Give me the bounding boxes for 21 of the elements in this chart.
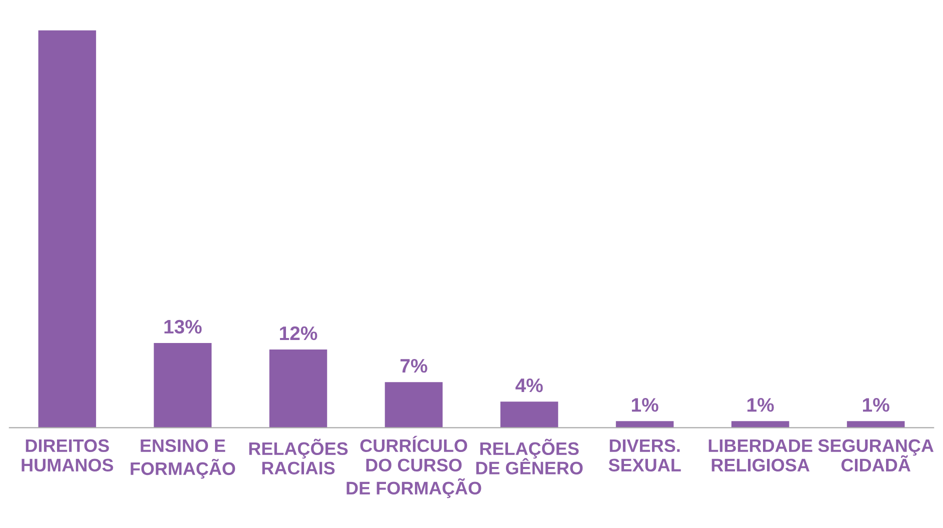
bar	[38, 30, 96, 428]
bar	[731, 421, 790, 428]
data-label: 1%	[632, 398, 658, 412]
bar	[384, 382, 443, 428]
x-tick-label: RELAÇÕES RACIAIS	[249, 438, 348, 474]
x-tick-label: SEGURANÇA CIDADÃ	[818, 439, 934, 472]
data-label: 12%	[280, 326, 318, 340]
x-tick-label: DIVERS. SEXUAL	[608, 439, 681, 472]
x-tick-label: DIREITOS HUMANOS	[22, 439, 114, 472]
x-tick-label: ENSINO E FORMAÇÃO	[130, 439, 236, 479]
bar	[500, 402, 558, 428]
bar	[846, 421, 905, 428]
bar	[269, 350, 328, 428]
data-label: 1%	[862, 398, 890, 412]
data-label: 13%	[164, 320, 202, 334]
x-tick-label: LIBERDADE RELIGIOSA	[708, 439, 812, 472]
data-label: 4%	[516, 378, 543, 392]
data-label: 7%	[400, 358, 428, 373]
bar	[154, 343, 212, 428]
data-label: 1%	[747, 398, 774, 412]
bar	[616, 421, 674, 428]
